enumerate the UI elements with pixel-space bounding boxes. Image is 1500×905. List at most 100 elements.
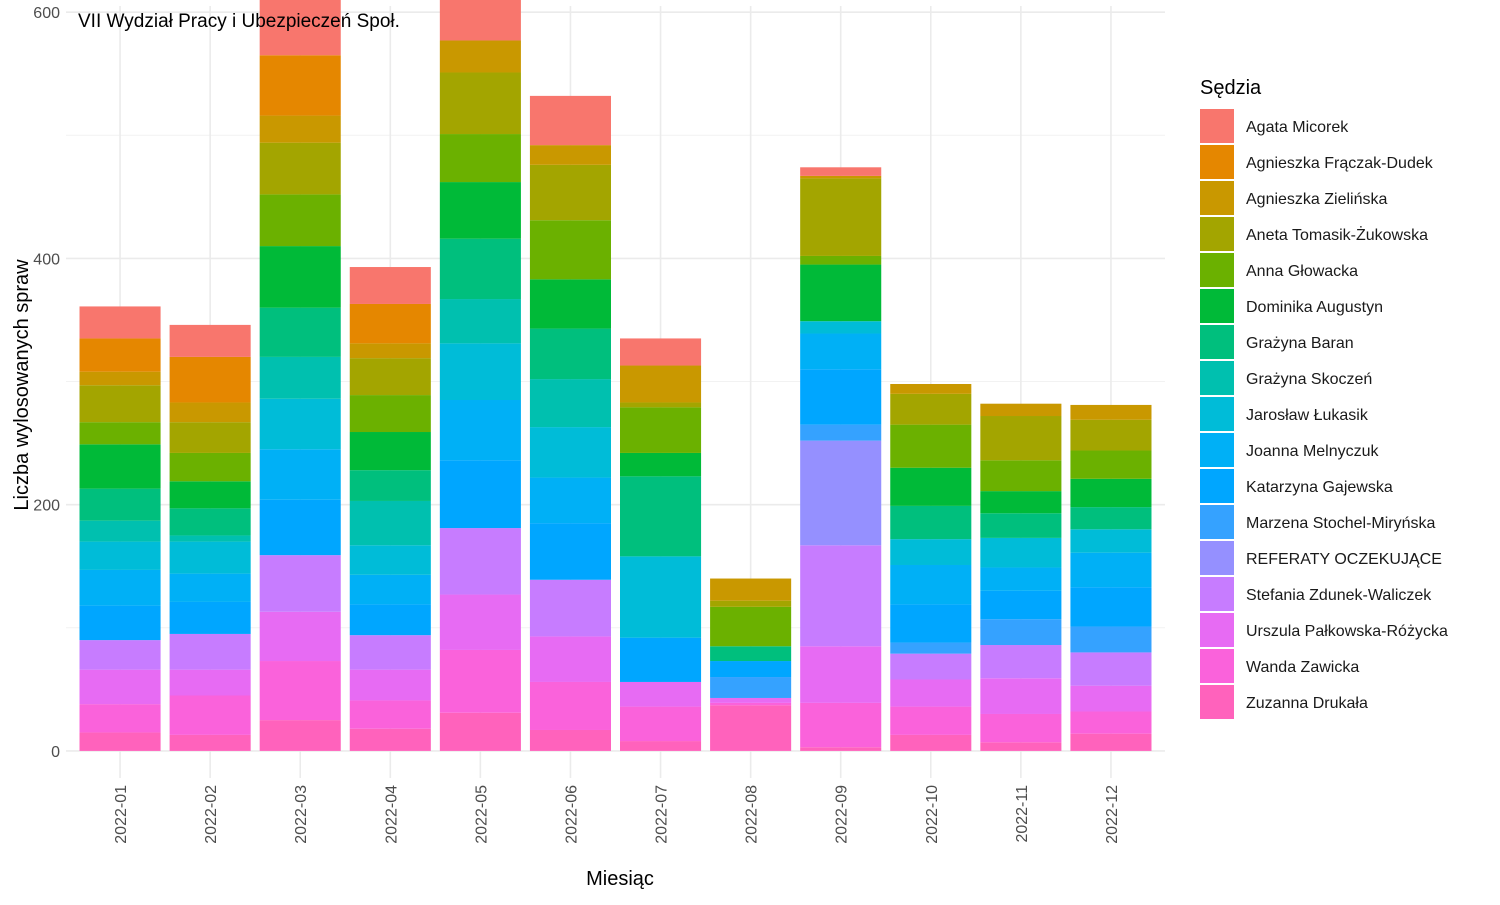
bar-segment: Zuzanna Drukała 2022-03: 25 (259, 720, 341, 751)
bar-segment: Anna Głowacka 2022-12: 23 (1070, 450, 1152, 479)
bar-segment: Grażyna Skoczeń 2022-02: 5 (169, 535, 251, 542)
bar-segment: Wanda Zawicka 2022-12: 18 (1070, 711, 1152, 734)
legend-item: Grażyna Skoczeń (1200, 361, 1372, 395)
bar-segment: Katarzyna Gajewska 2022-10: 31 (890, 604, 972, 643)
bar-segment: Wanda Zawicka 2022-08: 2 (710, 702, 792, 706)
bar-segment: Zuzanna Drukała 2022-01: 15 (79, 732, 161, 751)
bar-segment: Wanda Zawicka 2022-09: 36 (800, 702, 882, 748)
bar-segment: Grażyna Baran 2022-04: 25 (349, 470, 431, 501)
bar-segment: Agnieszka Zielińska 2022-12: 12 (1070, 404, 1152, 420)
x-tick-label: 2022-09 (834, 785, 851, 844)
bar-segment: Dominika Augustyn 2022-05: 46 (439, 182, 521, 239)
legend-label: Grażyna Baran (1246, 335, 1354, 352)
bar-segment: Dominika Augustyn 2022-03: 50 (259, 246, 341, 308)
bar-segment: Aneta Tomasik-Żukowska 2022-04: 30 (349, 358, 431, 396)
bar-segment: Wanda Zawicka 2022-07: 28 (620, 706, 702, 742)
legend-item: Urszula Pałkowska-Różycka (1200, 613, 1448, 647)
bar-segment: Wanda Zawicka 2022-04: 23 (349, 700, 431, 729)
legend-swatch (1200, 577, 1234, 611)
x-tick-label: 2022-03 (293, 785, 310, 844)
legend-swatch (1200, 145, 1234, 179)
bar-segment: Stefania Zdunek-Waliczek 2022-01: 24 (79, 640, 161, 670)
legend-swatch (1200, 325, 1234, 359)
bar-stack-2022-11: Zuzanna Drukała 2022-11: 7Wanda Zawicka … (980, 403, 1062, 751)
bar-segment: Agnieszka Zielińska 2022-02: 16 (169, 402, 251, 423)
bar-stack-2022-09: Zuzanna Drukała 2022-09: 3Wanda Zawicka … (800, 167, 882, 751)
bar-stack-2022-10: Zuzanna Drukała 2022-10: 13Wanda Zawicka… (890, 383, 972, 751)
legend-swatch (1200, 613, 1234, 647)
bar-segment: Agata Micorek 2022-04: 30 (349, 267, 431, 304)
legend-item: Anna Głowacka (1200, 253, 1358, 287)
bar-segment: Stefania Zdunek-Waliczek 2022-04: 28 (349, 635, 431, 670)
y-tick-label: 600 (33, 5, 60, 22)
legend-swatch (1200, 397, 1234, 431)
bar-segment: Marzena Stochel-Miryńska 2022-10: 9 (890, 642, 972, 654)
bar-segment: Anna Głowacka 2022-10: 35 (890, 424, 972, 468)
x-tick-label: 2022-05 (473, 785, 490, 844)
legend-label: Agnieszka Zielińska (1246, 191, 1388, 208)
bar-segment: Agnieszka Zielińska 2022-05: 26 (439, 40, 521, 73)
x-tick-label: 2022-11 (1014, 785, 1031, 843)
bar-segment: Zuzanna Drukała 2022-08: 37 (710, 705, 792, 751)
bar-segment: Jarosław Łukasik 2022-02: 26 (169, 541, 251, 574)
bar-segment: Dominika Augustyn 2022-06: 40 (529, 279, 611, 329)
bar-segment: Stefania Zdunek-Waliczek 2022-10: 21 (890, 653, 972, 680)
bars: Zuzanna Drukała 2022-01: 15 Wanda Zawicka… (79, 0, 1152, 751)
legend-item: Stefania Zdunek-Waliczek (1200, 577, 1432, 611)
bar-segment: Grażyna Baran 2022-11: 20 (980, 513, 1062, 538)
bar-segment: Grażyna Baran 2022-10: 27 (890, 505, 972, 540)
bar-segment: Katarzyna Gajewska 2022-01: 28 (79, 605, 161, 641)
legend-swatch (1200, 217, 1234, 251)
legend-label: Grażyna Skoczeń (1246, 371, 1372, 388)
bar-segment: Aneta Tomasik-Żukowska 2022-11: 36 (980, 416, 1062, 461)
bar-segment: Agnieszka Zielińska 2022-04: 12 (349, 343, 431, 359)
bar-segment: Marzena Stochel-Miryńska 2022-09: 13 (800, 424, 882, 441)
bar-segment: Joanna Melnyczuk 2022-12: 28 (1070, 552, 1152, 588)
bar-segment: Dominika Augustyn 2022-10: 31 (890, 467, 972, 506)
bar-stack-2022-07: Zuzanna Drukała 2022-07: 8Wanda Zawicka … (620, 338, 702, 751)
bar-segment: Aneta Tomasik-Żukowska 2022-06: 45 (529, 164, 611, 221)
x-tick-label: 2022-04 (383, 785, 400, 844)
bar-segment: Stefania Zdunek-Waliczek 2022-02: 29 (169, 633, 251, 670)
bar-segment: REFERATY OCZEKUJĄCE 2022-09: 85 (800, 440, 882, 546)
legend-item: Wanda Zawicka (1200, 649, 1359, 683)
bar-segment: Grażyna Baran 2022-06: 41 (529, 328, 611, 380)
bar-segment: Katarzyna Gajewska 2022-06: 46 (529, 523, 611, 580)
bar-segment: Grażyna Skoczeń 2022-05: 36 (439, 299, 521, 344)
bar-segment: Agnieszka Frączak-Dudek 2022-01: 27 (79, 338, 161, 372)
y-tick-label: 400 (33, 251, 60, 268)
bar-segment: Agata Micorek 2022-03: 45 (259, 0, 341, 56)
legend-label: Dominika Augustyn (1246, 299, 1383, 316)
x-tick-label: 2022-08 (744, 785, 761, 844)
bar-segment: Stefania Zdunek-Waliczek 2022-09: 82 (800, 545, 882, 647)
legend-title: Sędzia (1200, 77, 1262, 99)
bar-segment: Anna Głowacka 2022-04: 30 (349, 395, 431, 433)
bar-stack-2022-02: Zuzanna Drukała 2022-02: 13Wanda Zawicka… (169, 324, 251, 751)
bar-segment: Agnieszka Frączak-Dudek 2022-02: 37 (169, 356, 251, 403)
legend-label: Urszula Pałkowska-Różycka (1246, 623, 1448, 640)
bar-segment: Joanna Melnyczuk 2022-09: 29 (800, 333, 882, 370)
legend-item: Grażyna Baran (1200, 325, 1354, 359)
legend-swatch (1200, 469, 1234, 503)
bar-segment: Aneta Tomasik-Żukowska 2022-07: 4 (620, 402, 702, 408)
bar-segment: Urszula Pałkowska-Różycka 2022-09: 46 (800, 646, 882, 703)
bar-segment: Jarosław Łukasik 2022-09: 10 (800, 321, 882, 334)
bar-segment: Aneta Tomasik-Żukowska 2022-12: 25 (1070, 419, 1152, 451)
bar-stack-2022-12: Zuzanna Drukała 2022-12: 14Wanda Zawicka… (1070, 404, 1152, 751)
legend-swatch (1200, 433, 1234, 467)
legend-label: Marzena Stochel-Miryńska (1246, 515, 1436, 532)
bar-stack-2022-04: Zuzanna Drukała 2022-04: 18Wanda Zawicka… (349, 267, 431, 751)
legend-label: Aneta Tomasik-Żukowska (1246, 225, 1428, 244)
bar-segment: Stefania Zdunek-Waliczek 2022-06: 46 (529, 579, 611, 637)
bar-segment: Grażyna Baran 2022-01: 26 (79, 488, 161, 521)
legend-item: Agnieszka Zielińska (1200, 181, 1388, 215)
bar-segment: Urszula Pałkowska-Różycka 2022-08: 4 (710, 697, 792, 703)
legend-label: Joanna Melnyczuk (1246, 443, 1380, 460)
bar-segment: Anna Głowacka 2022-06: 48 (529, 220, 611, 280)
bar-segment: Katarzyna Gajewska 2022-07: 36 (620, 637, 702, 682)
bar-segment: Joanna Melnyczuk 2022-02: 23 (169, 573, 251, 602)
bar-segment: Anna Głowacka 2022-09: 7 (800, 255, 882, 265)
legend-item: REFERATY OCZEKUJĄCE (1200, 541, 1442, 575)
bar-segment: Joanna Melnyczuk 2022-05: 49 (439, 400, 521, 461)
x-tick-label: 2022-06 (563, 785, 580, 844)
